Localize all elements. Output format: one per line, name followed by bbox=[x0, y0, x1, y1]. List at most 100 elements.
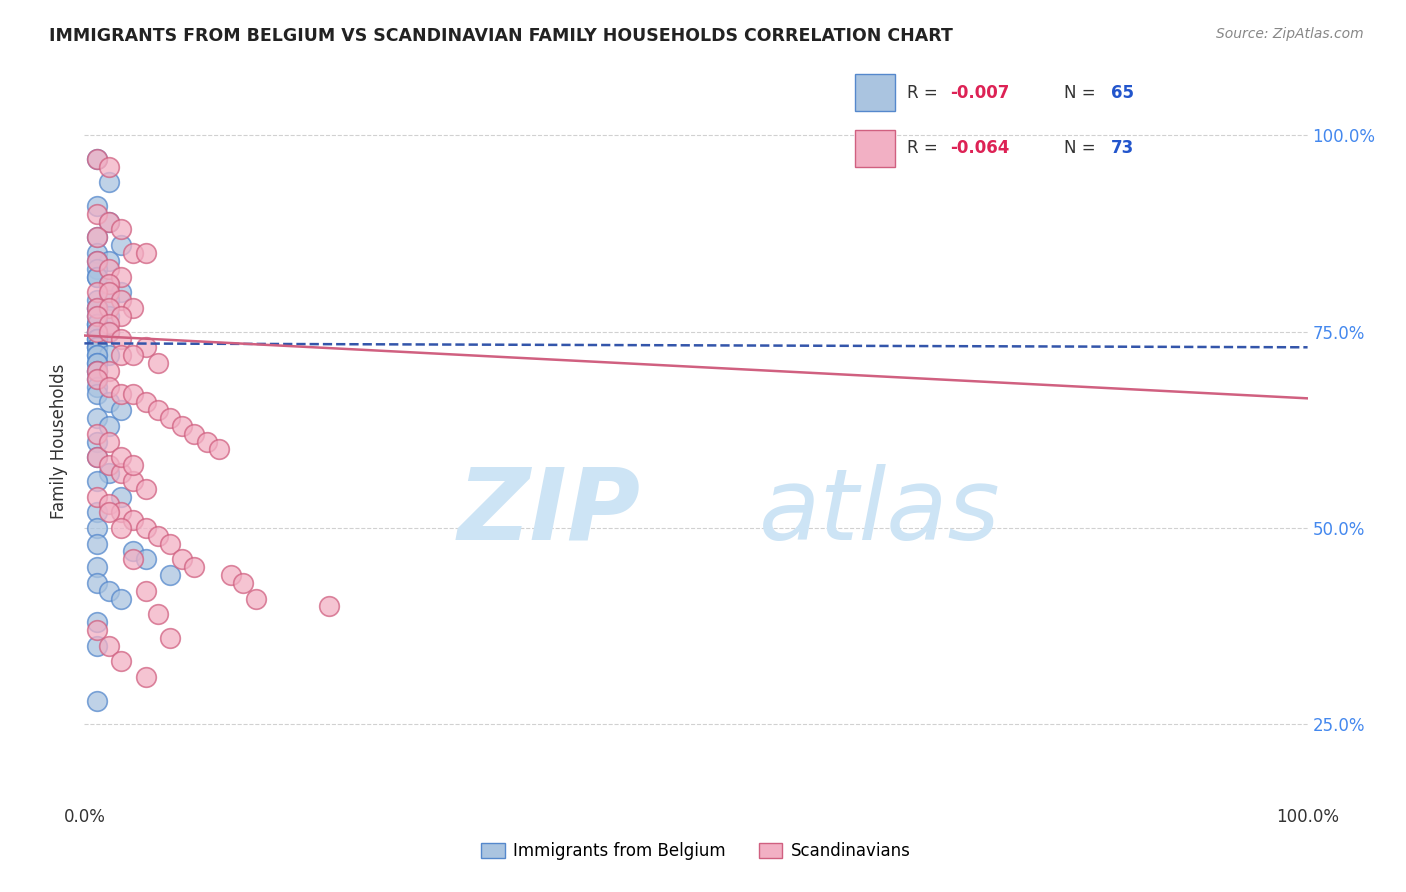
Point bbox=[86, 309, 108, 323]
Point bbox=[97, 505, 120, 519]
Point bbox=[97, 497, 120, 511]
Point bbox=[146, 529, 169, 543]
Point bbox=[86, 269, 108, 284]
Point bbox=[97, 214, 120, 228]
Point bbox=[97, 160, 120, 174]
Text: IMMIGRANTS FROM BELGIUM VS SCANDINAVIAN FAMILY HOUSEHOLDS CORRELATION CHART: IMMIGRANTS FROM BELGIUM VS SCANDINAVIAN … bbox=[49, 27, 953, 45]
Point bbox=[97, 309, 120, 323]
Point bbox=[97, 175, 120, 189]
Point bbox=[97, 458, 120, 472]
Point bbox=[97, 301, 120, 315]
Point bbox=[110, 450, 132, 465]
Point bbox=[122, 544, 145, 558]
Point bbox=[86, 301, 108, 315]
Point bbox=[86, 230, 108, 244]
Point bbox=[219, 568, 242, 582]
Point bbox=[86, 411, 108, 425]
Point bbox=[86, 325, 108, 339]
Point bbox=[97, 317, 120, 331]
Text: N =: N = bbox=[1064, 139, 1101, 157]
Point bbox=[97, 325, 120, 339]
Point bbox=[110, 655, 132, 669]
Point bbox=[97, 293, 120, 308]
Point bbox=[86, 199, 108, 213]
Point bbox=[135, 246, 157, 260]
Point bbox=[122, 246, 145, 260]
Point bbox=[110, 222, 132, 236]
Point bbox=[86, 560, 108, 574]
Text: R =: R = bbox=[907, 139, 942, 157]
Point bbox=[86, 615, 108, 630]
Y-axis label: Family Households: Family Households bbox=[51, 364, 69, 519]
Point bbox=[86, 333, 108, 347]
Point bbox=[86, 253, 108, 268]
Point bbox=[122, 474, 145, 488]
Point bbox=[97, 253, 120, 268]
Point bbox=[97, 583, 120, 598]
Point bbox=[122, 513, 145, 527]
Point bbox=[86, 230, 108, 244]
Point bbox=[146, 403, 169, 417]
Point bbox=[86, 450, 108, 465]
Point bbox=[122, 458, 145, 472]
Point bbox=[86, 253, 108, 268]
Point bbox=[86, 317, 108, 331]
Point bbox=[86, 340, 108, 354]
Point bbox=[183, 426, 205, 441]
Point bbox=[86, 285, 108, 300]
Point bbox=[86, 246, 108, 260]
Point bbox=[97, 364, 120, 378]
Bar bbox=[855, 129, 894, 167]
Point bbox=[110, 285, 132, 300]
Point bbox=[86, 474, 108, 488]
Point bbox=[86, 152, 108, 166]
Point bbox=[97, 639, 120, 653]
Point bbox=[110, 490, 132, 504]
Point bbox=[135, 395, 157, 409]
Text: 65: 65 bbox=[1111, 84, 1135, 102]
Point bbox=[86, 301, 108, 315]
Point bbox=[86, 261, 108, 276]
Point bbox=[172, 418, 194, 433]
Point bbox=[110, 591, 132, 606]
Text: R =: R = bbox=[907, 84, 942, 102]
Point bbox=[86, 301, 108, 315]
Point bbox=[86, 623, 108, 637]
Point bbox=[86, 364, 108, 378]
Point bbox=[97, 261, 120, 276]
Point bbox=[86, 434, 108, 449]
Point bbox=[110, 238, 132, 252]
Point bbox=[86, 426, 108, 441]
Point bbox=[97, 379, 120, 393]
Point bbox=[97, 434, 120, 449]
Point bbox=[86, 356, 108, 370]
Point bbox=[86, 364, 108, 378]
Point bbox=[86, 333, 108, 347]
Text: atlas: atlas bbox=[759, 464, 1000, 561]
Point bbox=[110, 348, 132, 362]
Point bbox=[86, 340, 108, 354]
Point bbox=[122, 552, 145, 566]
Legend: Immigrants from Belgium, Scandinavians: Immigrants from Belgium, Scandinavians bbox=[475, 836, 917, 867]
Point bbox=[110, 333, 132, 347]
Point bbox=[86, 325, 108, 339]
Point bbox=[97, 277, 120, 292]
Point bbox=[318, 599, 340, 614]
Point bbox=[86, 309, 108, 323]
Point bbox=[86, 639, 108, 653]
Point bbox=[86, 694, 108, 708]
Point bbox=[86, 269, 108, 284]
Point bbox=[86, 348, 108, 362]
Point bbox=[110, 269, 132, 284]
Point bbox=[135, 583, 157, 598]
Point bbox=[183, 560, 205, 574]
Point bbox=[159, 568, 181, 582]
Text: -0.064: -0.064 bbox=[950, 139, 1010, 157]
Point bbox=[86, 317, 108, 331]
Point bbox=[110, 521, 132, 535]
Point bbox=[208, 442, 231, 457]
Point bbox=[135, 552, 157, 566]
Point bbox=[135, 521, 157, 535]
Point bbox=[122, 348, 145, 362]
Point bbox=[86, 325, 108, 339]
